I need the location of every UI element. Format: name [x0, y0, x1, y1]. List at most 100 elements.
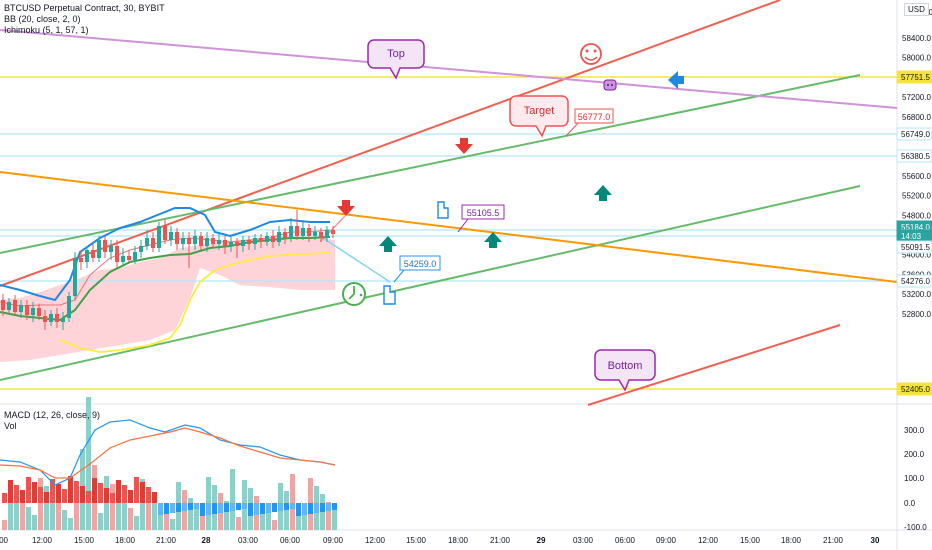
candle[interactable]	[55, 308, 59, 328]
legend-bb[interactable]: BB (20, close, 2, 0)	[4, 14, 81, 24]
candle[interactable]	[73, 252, 77, 300]
candle[interactable]	[85, 246, 89, 268]
pig-icon[interactable]	[603, 79, 617, 91]
legend-indicators[interactable]: MACD (12, 26, close, 9) Vol	[4, 410, 100, 432]
candle[interactable]	[157, 222, 161, 252]
candle[interactable]	[205, 232, 209, 252]
candle[interactable]	[313, 226, 317, 240]
price-callout-55105-label: 55105.5	[467, 208, 500, 218]
candle[interactable]	[97, 236, 101, 262]
candle[interactable]	[163, 220, 167, 244]
candle[interactable]	[223, 236, 227, 254]
macd-histogram-bar	[68, 476, 73, 503]
price-callout-56777[interactable]: 56777.0	[565, 108, 614, 137]
currency-badge[interactable]: USD	[904, 3, 929, 16]
candle[interactable]	[217, 234, 221, 250]
time-axis-label: 12:00	[365, 536, 386, 545]
arrow-up-icon[interactable]	[594, 185, 612, 201]
projection-line[interactable]	[319, 235, 391, 283]
volume-group	[2, 397, 337, 530]
candle[interactable]	[169, 226, 173, 246]
candle[interactable]	[175, 228, 179, 250]
candle[interactable]	[37, 304, 41, 320]
candle[interactable]	[325, 226, 329, 242]
price-callout-54259[interactable]: 54259.0	[393, 255, 441, 283]
callout-bottom[interactable]: Bottom	[594, 349, 656, 392]
macd-histogram-bar	[50, 479, 55, 503]
green-channel-line[interactable]	[0, 185, 861, 381]
candle[interactable]	[271, 230, 275, 248]
callout-target[interactable]: Target	[509, 95, 569, 138]
arrow-down-icon[interactable]	[455, 138, 473, 154]
candle[interactable]	[235, 238, 239, 258]
candle[interactable]	[277, 226, 281, 246]
candle[interactable]	[241, 236, 245, 252]
candle[interactable]	[49, 310, 53, 326]
candle[interactable]	[139, 240, 143, 258]
candle[interactable]	[307, 224, 311, 242]
candle[interactable]	[67, 292, 71, 322]
macd-axis[interactable]: 300.0 200.0 100.0 0.0 -100.0	[904, 426, 927, 532]
orange-trend-line[interactable]	[0, 171, 898, 283]
hand-pointer-icon[interactable]	[383, 285, 396, 305]
time-axis[interactable]: 09:00 12:00 15:00 18:00 21:00 28 03:00 06:00 09:…	[0, 536, 880, 545]
price-axis[interactable]: 58800.058400.058000.057600.057200.056800…	[902, 8, 932, 319]
legend-ichimoku[interactable]: Ichimoku (5, 1, 57, 1)	[4, 25, 89, 35]
candle[interactable]	[127, 250, 131, 264]
candle[interactable]	[43, 310, 47, 330]
candle[interactable]	[25, 300, 29, 320]
candle[interactable]	[1, 294, 5, 316]
candle[interactable]	[19, 300, 23, 318]
candle[interactable]	[151, 232, 155, 252]
candle[interactable]	[145, 230, 149, 250]
callout-top[interactable]: Top	[367, 39, 425, 80]
red-channel-line[interactable]	[587, 324, 841, 406]
candle[interactable]	[331, 226, 335, 238]
price-callout-55105[interactable]: 55105.5	[457, 204, 505, 233]
candle[interactable]	[31, 302, 35, 322]
candle[interactable]	[109, 240, 113, 260]
volume-bar	[20, 499, 25, 530]
candle[interactable]	[193, 230, 197, 250]
clock-icon[interactable]	[342, 282, 366, 306]
candle[interactable]	[199, 232, 203, 250]
candle[interactable]	[61, 312, 65, 330]
candles-group[interactable]	[1, 210, 335, 330]
lilac-trend-line[interactable]	[0, 29, 898, 109]
candle[interactable]	[7, 298, 11, 314]
candle[interactable]	[181, 232, 185, 250]
candle[interactable]	[247, 236, 251, 250]
arrow-down-icon[interactable]	[337, 200, 355, 216]
red-channel-line[interactable]	[0, 0, 781, 287]
macd-histogram-bar	[146, 487, 151, 503]
smiley-icon[interactable]	[580, 43, 602, 65]
legend-vol[interactable]: Vol	[4, 421, 17, 431]
candle[interactable]	[211, 234, 215, 248]
candle[interactable]	[265, 232, 269, 246]
candle[interactable]	[319, 228, 323, 242]
arrow-left-icon[interactable]	[668, 71, 684, 89]
arrow-up-icon[interactable]	[379, 236, 397, 252]
candle[interactable]	[187, 232, 191, 268]
candle[interactable]	[229, 236, 233, 252]
candle[interactable]	[253, 234, 257, 250]
candle[interactable]	[103, 236, 107, 258]
candle[interactable]	[91, 244, 95, 262]
candle[interactable]	[133, 246, 137, 264]
candle[interactable]	[301, 222, 305, 240]
candle[interactable]	[13, 295, 17, 315]
candle[interactable]	[115, 240, 119, 268]
legend-main[interactable]: BTCUSD Perpetual Contract, 30, BYBIT BB …	[4, 3, 165, 36]
candle[interactable]	[259, 234, 263, 248]
hand-pointer-icon[interactable]	[437, 201, 449, 219]
green-channel-line[interactable]	[0, 74, 861, 254]
arrow-up-icon[interactable]	[484, 232, 502, 248]
legend-macd[interactable]: MACD (12, 26, close, 9)	[4, 410, 101, 420]
candle[interactable]	[295, 210, 299, 240]
candle[interactable]	[289, 218, 293, 242]
candle[interactable]	[121, 248, 125, 266]
candle[interactable]	[79, 250, 83, 270]
candle[interactable]	[283, 228, 287, 244]
